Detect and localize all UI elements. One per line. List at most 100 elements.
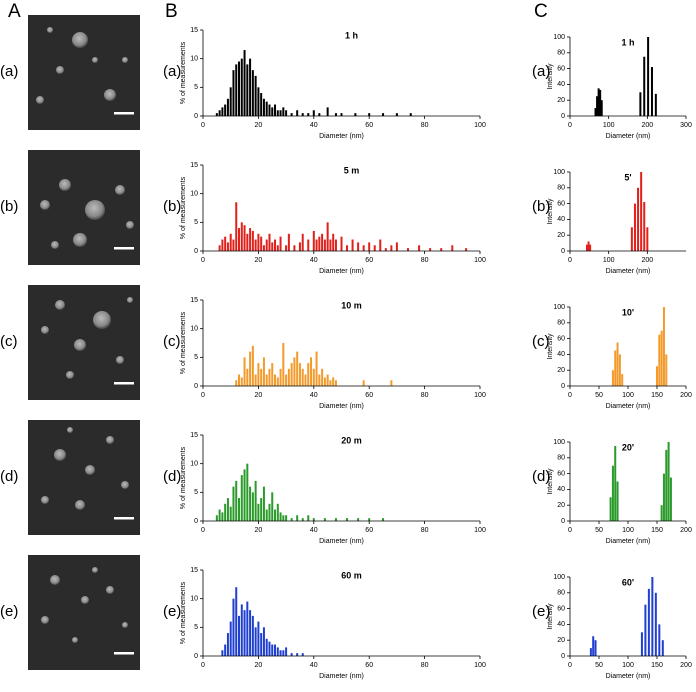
bar xyxy=(221,107,224,116)
bar xyxy=(238,374,241,386)
bar xyxy=(594,640,597,656)
bar xyxy=(301,368,304,386)
y-tick-label: 0 xyxy=(194,653,198,660)
y-tick-label: 80 xyxy=(557,590,565,597)
x-tick-label: 20 xyxy=(255,392,263,399)
bar xyxy=(334,380,337,386)
bar xyxy=(279,650,282,656)
bar xyxy=(346,245,349,251)
bar xyxy=(321,233,324,251)
bar xyxy=(254,627,257,656)
particle xyxy=(92,57,98,63)
bar xyxy=(243,469,246,521)
bar xyxy=(282,515,285,521)
bar xyxy=(274,104,277,116)
x-axis-label: Diameter (nm) xyxy=(319,268,364,275)
x-tick-label: 0 xyxy=(201,392,205,399)
particle xyxy=(85,200,105,220)
bar xyxy=(262,357,265,386)
bar xyxy=(334,239,337,251)
bar xyxy=(357,518,360,521)
bar xyxy=(296,110,299,116)
x-axis-label: Diameter (nm) xyxy=(319,403,364,410)
y-tick-label: 0 xyxy=(561,113,565,120)
x-tick-label: 0 xyxy=(201,527,205,534)
bar xyxy=(224,236,227,251)
bar xyxy=(315,239,318,251)
bar xyxy=(654,93,657,116)
bar xyxy=(240,604,243,656)
y-tick-label: 0 xyxy=(194,248,198,255)
scale-bar xyxy=(114,247,134,250)
x-tick-label: 100 xyxy=(474,662,486,669)
bar xyxy=(301,233,304,251)
bar xyxy=(643,202,646,251)
bar xyxy=(238,228,241,251)
bar xyxy=(594,108,597,116)
particle xyxy=(115,185,125,195)
bar xyxy=(596,96,599,116)
bar xyxy=(304,374,307,386)
particle xyxy=(36,96,44,104)
sem-image xyxy=(28,420,140,535)
y-tick-label: 5 xyxy=(194,219,198,226)
bar xyxy=(274,374,277,386)
bar xyxy=(221,650,224,656)
bar xyxy=(440,248,443,251)
bar xyxy=(318,374,321,386)
bar xyxy=(229,621,232,656)
bar xyxy=(268,233,271,251)
bar xyxy=(611,465,614,521)
bar xyxy=(647,588,650,656)
particle xyxy=(56,66,64,74)
bar xyxy=(238,61,241,116)
y-tick-label: 15 xyxy=(190,567,198,574)
bar xyxy=(650,67,653,116)
bar xyxy=(600,100,603,116)
bar xyxy=(465,248,468,251)
bar xyxy=(312,110,315,116)
x-axis-label: Diameter (nm) xyxy=(606,673,651,680)
y-tick-label: 5 xyxy=(194,624,198,631)
bar xyxy=(226,633,229,656)
chart-title: 60' xyxy=(622,577,634,587)
bar xyxy=(235,202,238,251)
x-tick-label: 20 xyxy=(255,257,263,264)
chart-title: 10' xyxy=(622,307,634,317)
bar xyxy=(268,503,271,521)
bar xyxy=(251,230,254,251)
x-axis-label: Diameter (nm) xyxy=(319,538,364,545)
bar xyxy=(265,101,268,116)
bar xyxy=(630,227,633,251)
bar xyxy=(251,345,254,386)
bar xyxy=(274,509,277,521)
bar xyxy=(282,343,285,386)
bar xyxy=(310,357,313,386)
bar xyxy=(326,107,329,116)
bar xyxy=(384,248,387,251)
bar xyxy=(262,486,265,521)
y-tick-label: 80 xyxy=(557,50,565,57)
bar xyxy=(235,380,238,386)
row-label: (b) xyxy=(163,198,181,215)
x-tick-label: 200 xyxy=(680,392,692,399)
bar xyxy=(301,113,304,116)
bar xyxy=(293,245,296,251)
x-tick-label: 40 xyxy=(310,122,318,129)
bar xyxy=(633,203,636,251)
bar xyxy=(238,498,241,521)
y-axis-label: % of measurements xyxy=(180,581,187,644)
particle xyxy=(74,339,86,351)
particle xyxy=(104,89,116,101)
particle xyxy=(73,233,87,247)
y-tick-label: 10 xyxy=(190,461,198,468)
scale-bar xyxy=(114,652,134,655)
bar xyxy=(257,363,260,386)
row-label: (e) xyxy=(163,603,181,620)
y-tick-label: 40 xyxy=(557,351,565,358)
x-axis-label: Diameter (nm) xyxy=(319,133,364,140)
bar xyxy=(589,648,592,656)
y-tick-label: 20 xyxy=(557,502,565,509)
x-tick-label: 20 xyxy=(255,527,263,534)
bar xyxy=(323,239,326,251)
